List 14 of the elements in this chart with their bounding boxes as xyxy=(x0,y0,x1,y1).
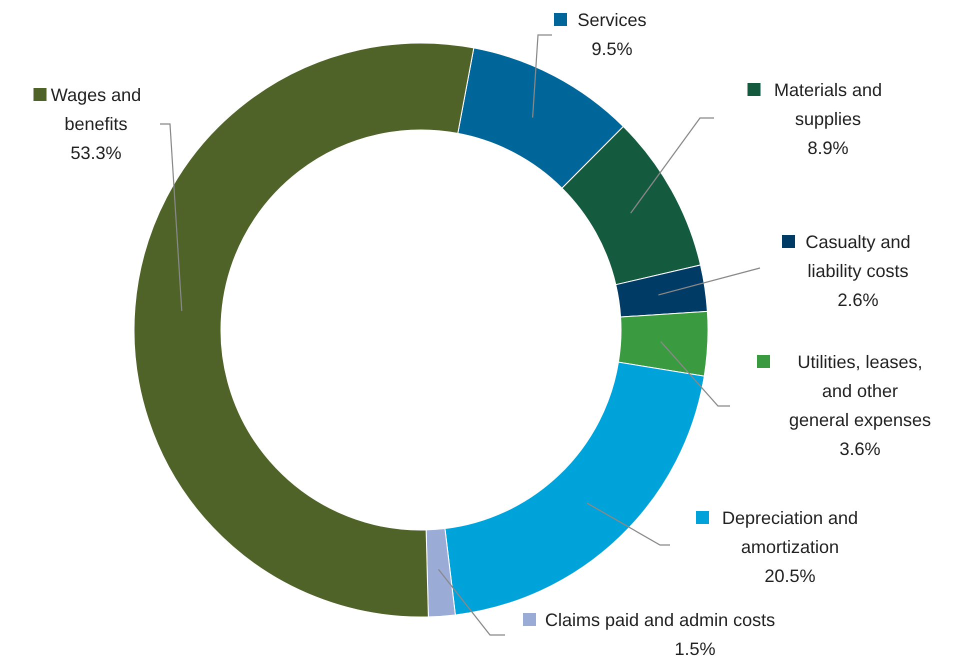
data-label: 8.9% xyxy=(807,138,849,158)
data-label: 53.3% xyxy=(70,143,122,163)
legend-label: Depreciation and amortization xyxy=(722,508,858,557)
data-label: 9.5% xyxy=(591,39,633,59)
legend-label: Services xyxy=(577,10,647,30)
legend-label: Casualty and liability costs xyxy=(805,232,911,281)
legend-label: Materials and supplies xyxy=(774,80,882,129)
data-label: 3.6% xyxy=(839,439,881,459)
data-label: 20.5% xyxy=(764,566,816,586)
data-label: 1.5% xyxy=(674,639,716,659)
legend-label: Claims paid and admin costs xyxy=(545,610,776,630)
legend-label: Wages and benefits xyxy=(50,85,142,134)
data-label: 2.6% xyxy=(837,290,879,310)
legend-label: Utilities, leases, and other general expenses xyxy=(788,352,932,430)
